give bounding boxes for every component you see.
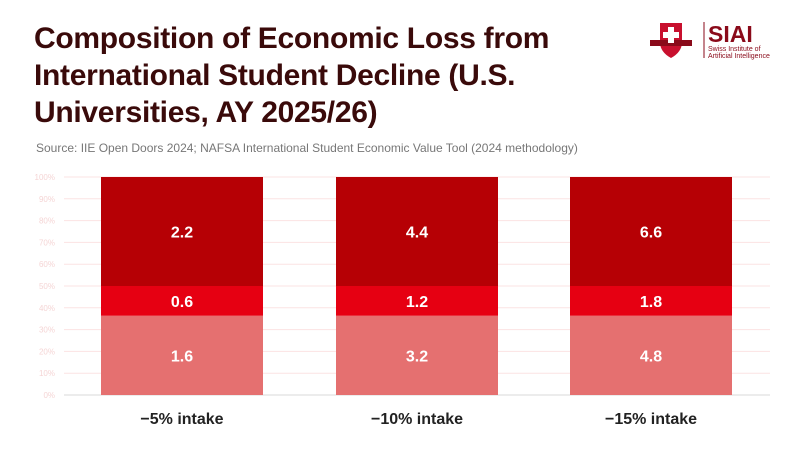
y-tick-label: 90%: [39, 195, 55, 204]
data-label: 0.6: [171, 294, 193, 311]
y-tick-label: 80%: [39, 217, 55, 226]
bar-segment: [570, 286, 732, 316]
data-label: 1.2: [406, 294, 428, 311]
logo-sub2: Artificial Intelligence: [708, 53, 770, 60]
y-tick-label: 20%: [39, 347, 55, 356]
bar-segment: [570, 315, 732, 395]
data-label: 2.2: [171, 225, 193, 242]
x-category-label: −15% intake: [605, 411, 697, 428]
data-label: 1.6: [171, 348, 193, 365]
chart-source: Source: IIE Open Doors 2024; NAFSA Inter…: [36, 141, 578, 155]
bar-segment: [336, 286, 498, 316]
y-tick-label: 100%: [35, 173, 55, 182]
bar-segment: [336, 177, 498, 286]
y-tick-label: 50%: [39, 282, 55, 291]
siai-logo: SIAI Swiss Institute of Artificial Intel…: [648, 20, 778, 60]
y-tick-label: 0%: [43, 391, 55, 400]
logo-sub1: Swiss Institute of: [708, 46, 761, 53]
bar-segment: [101, 315, 263, 395]
bar-segment: [101, 286, 263, 316]
logo-text: SIAI: [708, 21, 753, 47]
data-label: 3.2: [406, 348, 428, 365]
y-tick-label: 70%: [39, 238, 55, 247]
x-category-label: −5% intake: [140, 411, 223, 428]
bar-segment: [570, 177, 732, 286]
y-tick-label: 30%: [39, 326, 55, 335]
data-label: 6.6: [640, 225, 662, 242]
x-category-label: −10% intake: [371, 411, 463, 428]
bar-segment: [101, 177, 263, 286]
data-label: 1.8: [640, 294, 662, 311]
bar-segment: [336, 315, 498, 395]
data-label: 4.4: [406, 225, 428, 242]
data-label: 4.8: [640, 348, 662, 365]
chart-title: Composition of Economic Loss from Intern…: [34, 22, 550, 129]
y-tick-label: 60%: [39, 260, 55, 269]
y-tick-label: 40%: [39, 304, 55, 313]
y-tick-label: 10%: [39, 369, 55, 378]
